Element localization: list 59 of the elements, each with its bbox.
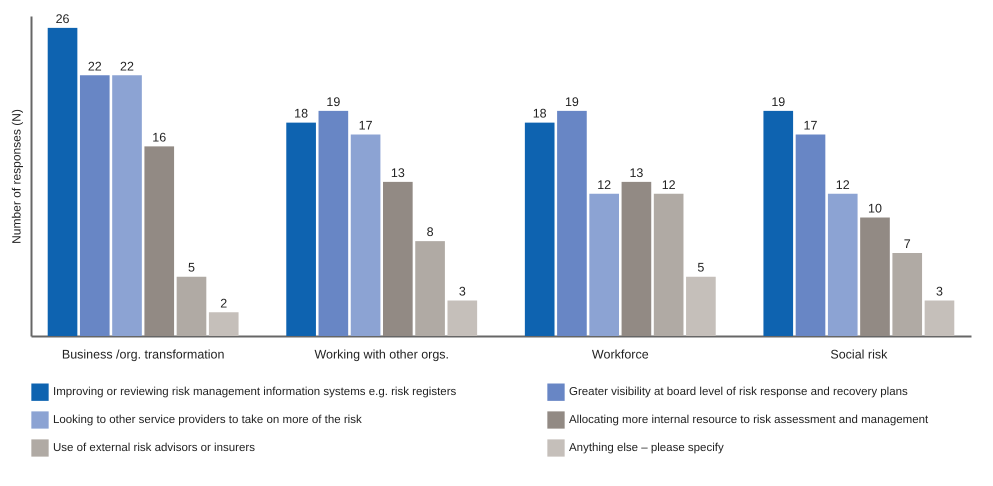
data-label: 7: [904, 237, 911, 252]
data-label: 13: [629, 166, 644, 180]
data-label: 19: [771, 94, 786, 109]
legend-label: Looking to other service providers to take on more of the risk: [53, 414, 362, 426]
bar: [286, 122, 316, 336]
bar: [892, 253, 922, 336]
x-tick-label: Social risk: [830, 348, 888, 362]
data-label: 26: [56, 12, 70, 26]
bar: [796, 134, 826, 336]
legend-label: Anything else – please specify: [569, 442, 724, 454]
bar: [557, 110, 587, 336]
bar: [686, 276, 716, 336]
data-label: 10: [868, 201, 882, 216]
data-label: 19: [326, 94, 340, 109]
x-tick-label: Business /org. transformation: [62, 348, 224, 362]
bar: [318, 110, 348, 336]
bar: [524, 122, 555, 336]
x-tick-label: Working with other orgs.: [314, 348, 449, 362]
data-label: 12: [597, 178, 612, 192]
bar: [828, 194, 858, 336]
data-label: 2: [220, 296, 228, 310]
legend-label: Greater visibility at board level of risk response and recovery plans: [569, 386, 908, 398]
data-label: 18: [294, 106, 308, 121]
data-label: 5: [697, 260, 704, 275]
bar: [80, 75, 110, 336]
bar: [176, 276, 206, 336]
data-label: 16: [152, 130, 166, 144]
legend-label: Improving or reviewing risk management information systems e.g. risk registers: [53, 386, 457, 398]
bar: [350, 134, 380, 336]
bar: [622, 182, 652, 336]
data-label: 13: [390, 166, 405, 180]
bar: [447, 300, 478, 336]
data-label: 18: [532, 106, 547, 121]
data-label: 3: [936, 284, 943, 298]
bar: [48, 28, 78, 336]
bar: [589, 194, 619, 336]
bar: [383, 182, 413, 336]
data-label: 12: [836, 178, 850, 192]
bar: [112, 75, 142, 336]
y-axis-title: Number of responses (N): [10, 109, 24, 244]
legend-label: Use of external risk advisors or insurers: [53, 442, 256, 454]
data-label: 22: [120, 59, 134, 74]
data-label: 5: [188, 260, 196, 275]
legend-label: Allocating more internal resource to risk assessment and management: [569, 414, 930, 426]
x-tick-label: Workforce: [592, 348, 649, 362]
bar: [860, 217, 890, 336]
bar: [415, 241, 445, 336]
data-label: 19: [564, 94, 579, 109]
bar: [654, 194, 684, 336]
data-label: 17: [804, 118, 818, 133]
bar: [924, 300, 954, 336]
data-label: 12: [662, 178, 676, 192]
data-label: 3: [458, 284, 466, 298]
bar: [763, 110, 794, 336]
data-label: 17: [358, 118, 373, 133]
bar: [208, 312, 239, 336]
bar: [144, 146, 174, 336]
data-label: 8: [426, 225, 434, 240]
data-label: 22: [88, 59, 102, 74]
